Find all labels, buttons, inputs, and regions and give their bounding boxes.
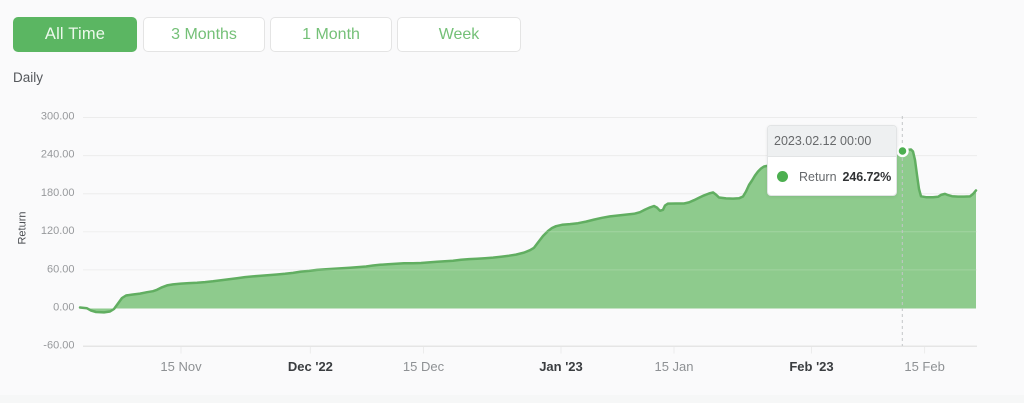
svg-text:15 Jan: 15 Jan bbox=[654, 359, 693, 374]
svg-text:60.00: 60.00 bbox=[47, 263, 75, 275]
svg-text:15 Nov: 15 Nov bbox=[160, 359, 202, 374]
svg-text:15 Feb: 15 Feb bbox=[904, 359, 944, 374]
svg-text:Feb '23: Feb '23 bbox=[789, 359, 833, 374]
svg-text:180.00: 180.00 bbox=[41, 187, 75, 199]
svg-text:0.00: 0.00 bbox=[53, 302, 74, 314]
svg-text:240.00: 240.00 bbox=[41, 149, 75, 161]
svg-text:300.00: 300.00 bbox=[41, 111, 75, 123]
svg-text:-60.00: -60.00 bbox=[43, 340, 74, 352]
svg-text:15 Dec: 15 Dec bbox=[403, 359, 445, 374]
svg-text:120.00: 120.00 bbox=[41, 225, 75, 237]
svg-text:Dec '22: Dec '22 bbox=[288, 359, 333, 374]
svg-text:Return: Return bbox=[17, 211, 29, 244]
svg-text:Jan '23: Jan '23 bbox=[539, 359, 583, 374]
